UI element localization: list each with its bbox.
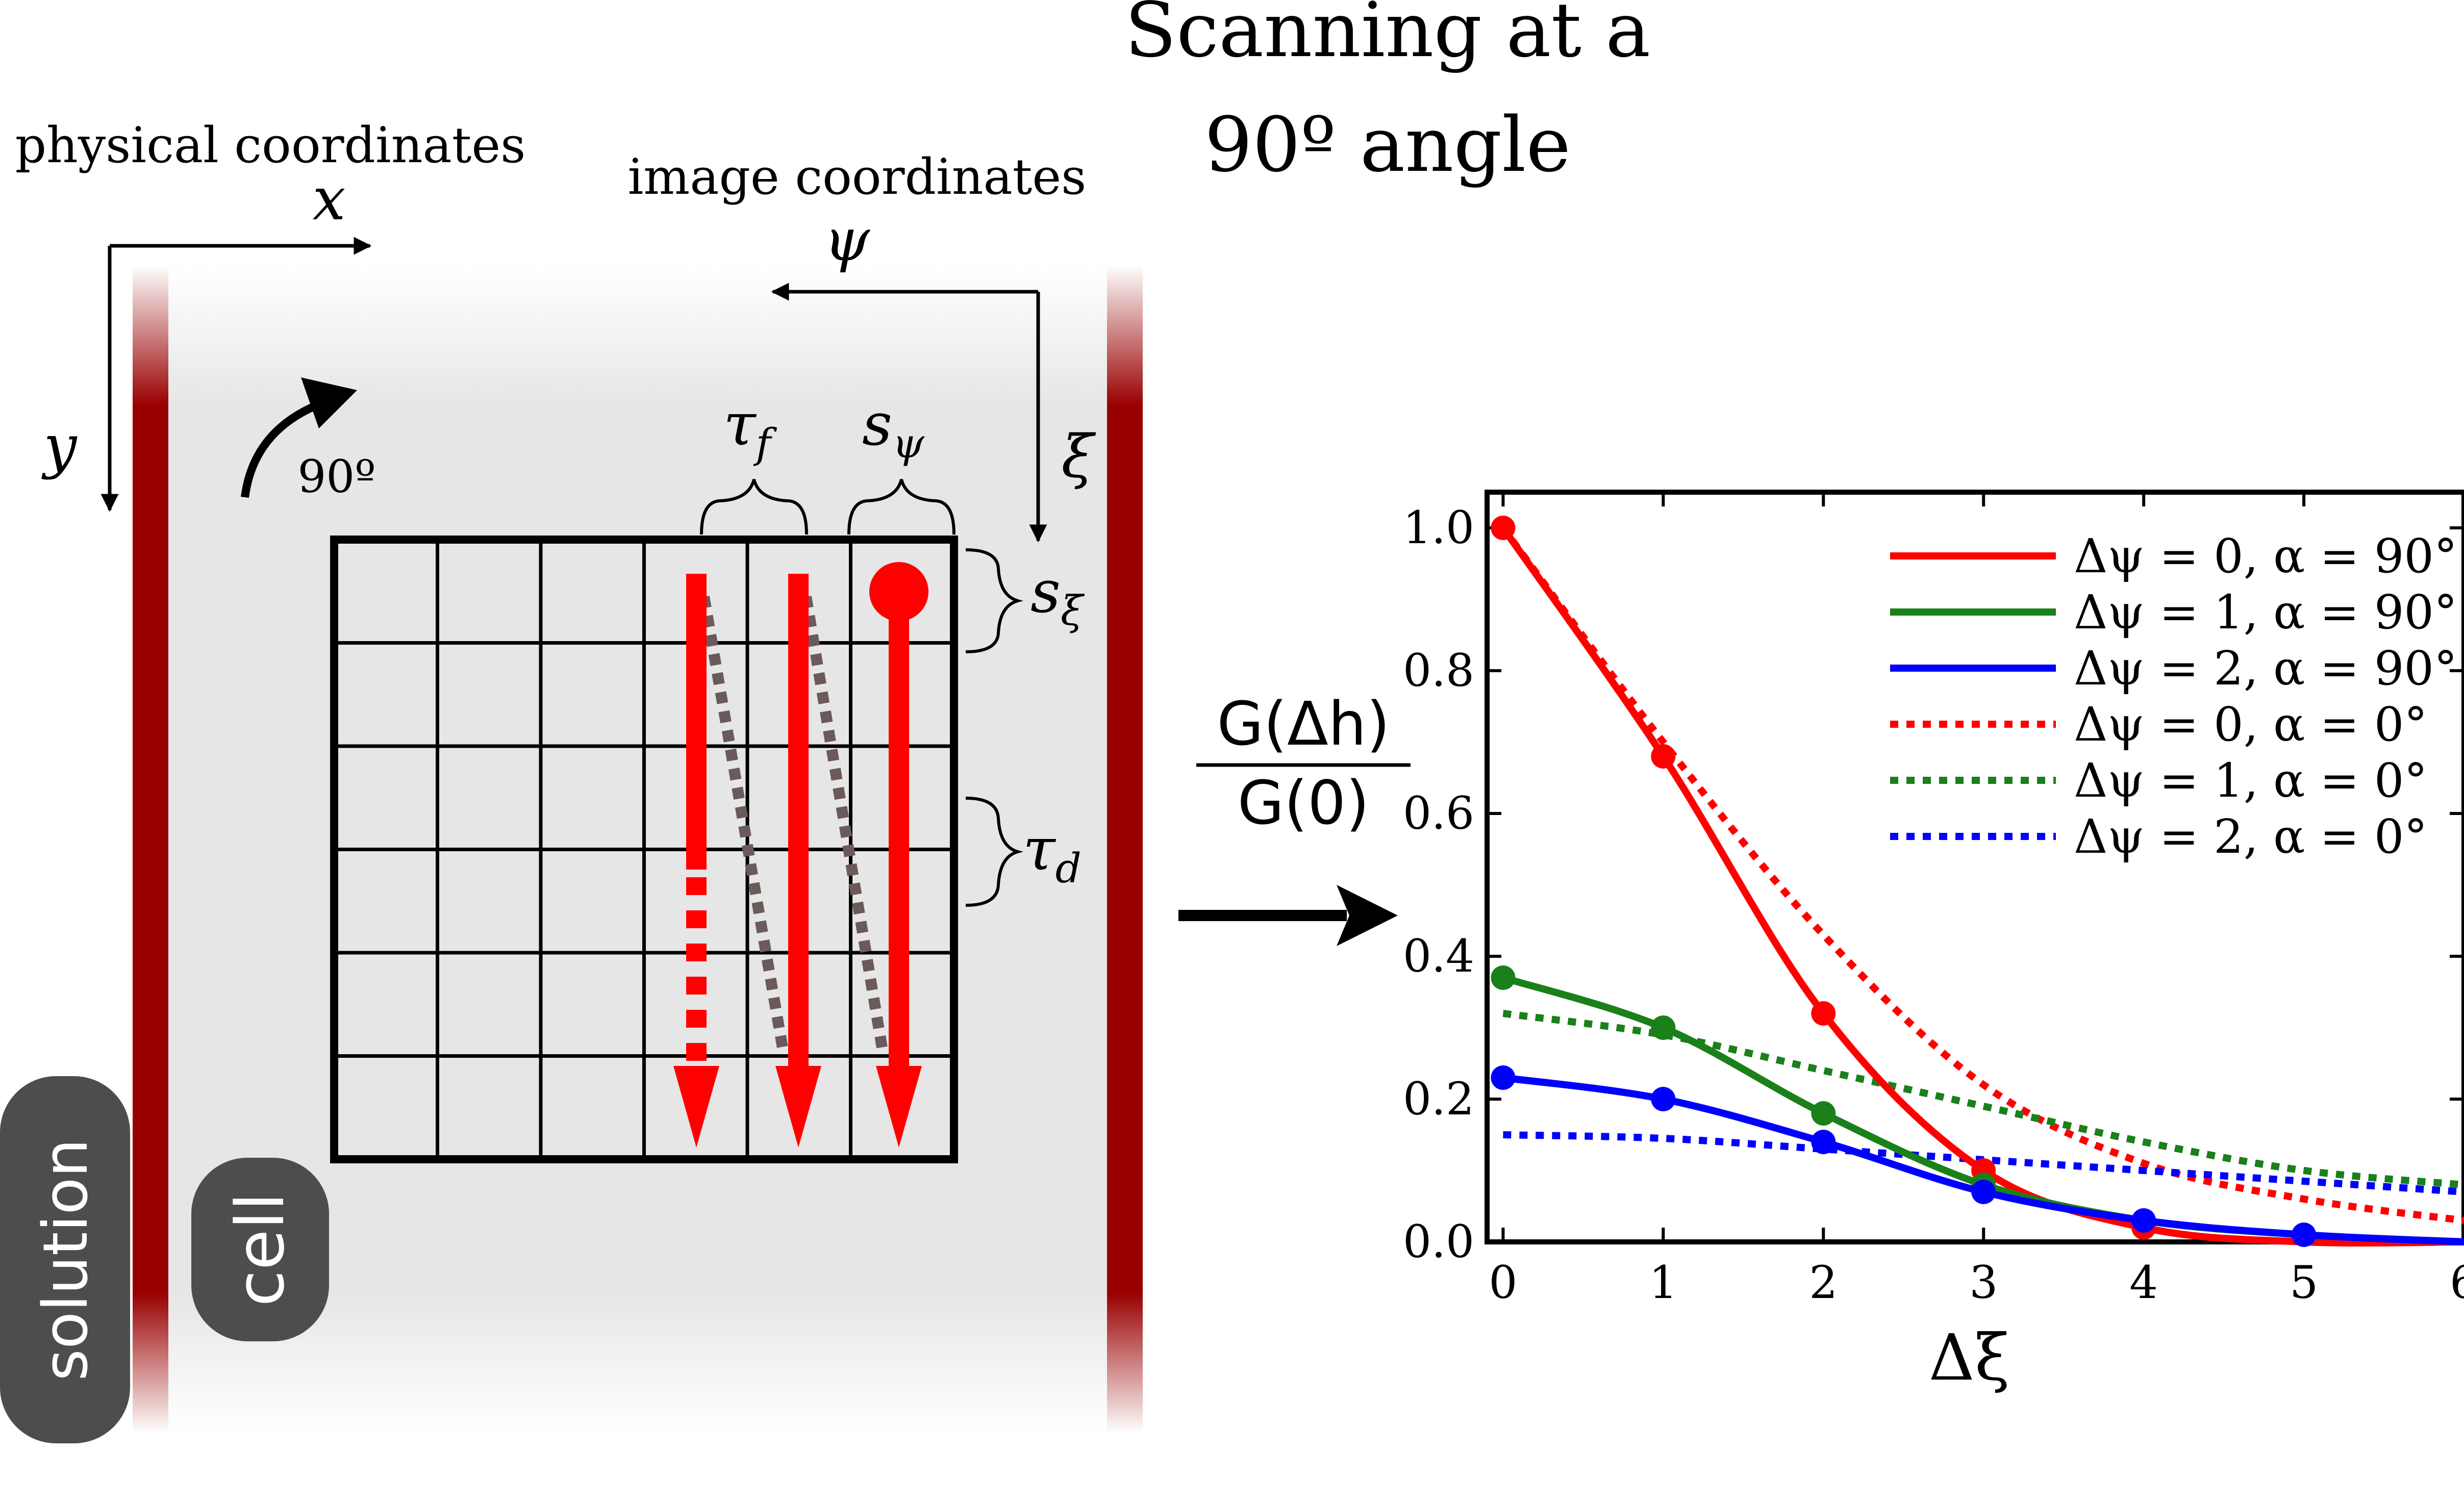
x-tick-label: 3 [1969,1256,1998,1309]
x-tick-label: 6 [2450,1256,2464,1309]
s-xi-label: sξ [1030,558,1085,634]
series-point [1811,1001,1836,1026]
tau-f-base: τ [723,391,757,459]
s-psi-base: s [862,391,892,459]
series-point [2292,1223,2317,1247]
y-tick-label: 0.8 [1403,644,1474,697]
series-point [1651,1015,1676,1040]
title-line-2: 90º angle [1204,101,1571,189]
chart-ticks: 0 1 2 3 4 5 6 0.0 0.2 0.4 0.6 0.8 1.0 [1403,492,2464,1309]
psi-label: ψ [824,206,871,274]
result-arrow [1178,885,1398,946]
y-tick-label: 0.4 [1403,930,1474,982]
s-psi-label: sψ [862,391,925,467]
y-tick-label: 0.6 [1403,787,1474,839]
cell-label: cell [221,1192,299,1307]
y-tick-label: 0.0 [1403,1215,1474,1268]
fraction-denominator: G(0) [1238,768,1370,838]
tau-d-brace [965,797,1023,907]
fraction-numerator: G(Δh) [1217,689,1390,759]
rotation-arrowhead [301,377,357,428]
s-psi-sub: ψ [892,420,925,467]
scan-arrowhead [876,1066,922,1148]
series-line [1500,525,2464,1247]
correlation-fraction: G(Δh) G(0) [1196,689,1411,838]
chart-legend: Δψ = 0, α = 90°Δψ = 1, α = 90°Δψ = 2, α … [1890,529,2457,864]
x-tick-label: 2 [1809,1256,1838,1309]
s-xi-base: s [1030,558,1061,626]
x-tick-label: 0 [1489,1256,1517,1309]
series-point [2131,1208,2156,1233]
x-axis-label: Δξ [1928,1321,2009,1395]
title-line-1: Scanning at a [1125,0,1651,74]
grid-border [330,536,958,1163]
scan-arrowhead [673,1066,719,1148]
cell-badge: cell [191,1158,329,1341]
physical-coordinates-label: physical coordinates [15,117,526,174]
image-coordinates-label: image coordinates [628,148,1087,206]
scan-lines [673,562,928,1148]
x-tick-label: 1 [1649,1256,1677,1309]
tau-d-sub: d [1055,845,1082,892]
x-tick-label: 4 [2129,1256,2158,1309]
s-psi-brace [847,479,956,535]
legend-label: Δψ = 1, α = 0° [2074,753,2427,808]
x-label: x [313,165,346,234]
series-point [1971,1180,1996,1204]
legend-label: Δψ = 2, α = 90° [2074,641,2457,696]
s-xi-brace [965,548,1023,653]
legend-label: Δψ = 0, α = 90° [2074,529,2457,583]
series-point [1811,1130,1836,1154]
scan-arrowhead [775,1066,821,1148]
tau-d-label: τd [1023,816,1082,892]
tau-d-base: τ [1023,816,1057,884]
solution-label: solution [31,1138,102,1381]
series-point [1491,1065,1516,1090]
xi-label: ξ [1061,423,1096,491]
y-tick-label: 0.2 [1403,1073,1474,1125]
s-xi-sub: ξ [1061,587,1085,634]
y-tick-label: 1.0 [1403,501,1474,554]
x-tick-label: 5 [2290,1256,2318,1309]
legend-label: Δψ = 0, α = 0° [2074,697,2427,752]
series-point [1651,1087,1676,1111]
series-point [1811,1101,1836,1126]
legend-label: Δψ = 1, α = 90° [2074,585,2457,640]
rotation-label: 90º [297,450,375,503]
membrane-left [133,265,168,1433]
series-line [1500,525,2464,1224]
series-line [1502,1010,2464,1188]
chart-series [1491,516,2464,1247]
series-point [1491,516,1516,540]
membrane-right [1107,265,1143,1433]
tau-f-brace [700,479,808,535]
chart-plot-area [1485,490,2464,1244]
cell-schematic: physical coordinates x y image coordinat… [0,117,1143,1443]
legend-label: Δψ = 2, α = 0° [2074,809,2427,864]
y-label: y [41,413,78,481]
solution-badge: solution [0,1076,130,1443]
series-point [1651,744,1676,769]
correlation-chart: 0 1 2 3 4 5 6 0.0 0.2 0.4 0.6 0.8 1.0 Δψ = 0, α = 90… [1403,490,2464,1395]
series-point [1491,965,1516,990]
